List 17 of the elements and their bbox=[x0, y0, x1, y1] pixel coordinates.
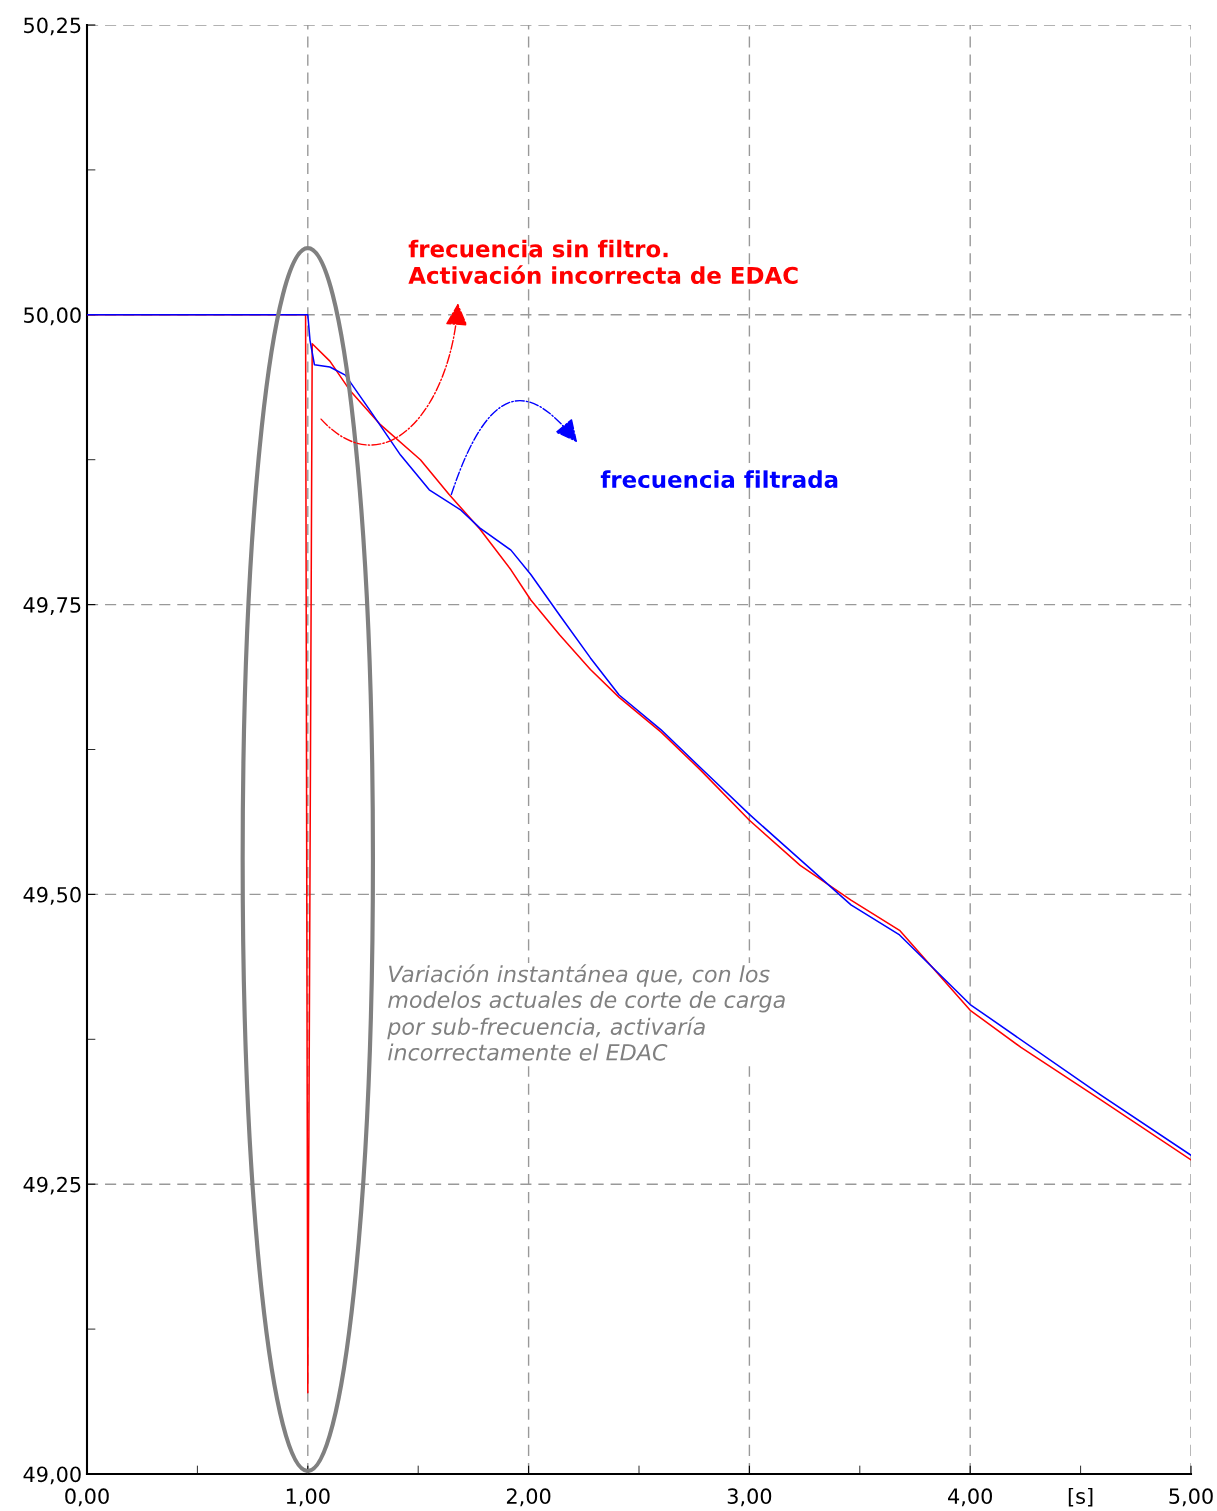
x-tick-label: 3,00 bbox=[727, 1488, 772, 1507]
annotation: Variación instantánea que, con los modelos actuales de corte de carga por sub-frecuencia, activaría incorrectamente el EDAC bbox=[387, 964, 785, 1061]
y-tick-label: 50,25 bbox=[24, 17, 81, 36]
y-tick-label: 49,75 bbox=[23, 597, 81, 615]
y-tick-label: 50,00 bbox=[24, 307, 81, 326]
x-tick-label: [s] bbox=[1068, 1487, 1093, 1507]
x-tick-label: 2,00 bbox=[506, 1488, 551, 1507]
x-tick-label: 0,00 bbox=[65, 1488, 109, 1507]
y-tick-label: 49,25 bbox=[23, 1176, 81, 1195]
x-tick-label: 1,00 bbox=[286, 1488, 330, 1507]
y-tick-label: 49,50 bbox=[23, 886, 81, 905]
line-series bbox=[87, 314, 1191, 1156]
y-tick-label: 49,00 bbox=[23, 1466, 81, 1485]
annotation: frecuencia sin filtro. Activación incorrecta de EDAC bbox=[408, 239, 798, 284]
x-tick-label: 4,00 bbox=[948, 1488, 993, 1507]
x-tick-label: 5,00 bbox=[1169, 1488, 1213, 1507]
annotation: frecuencia filtrada bbox=[600, 470, 838, 489]
